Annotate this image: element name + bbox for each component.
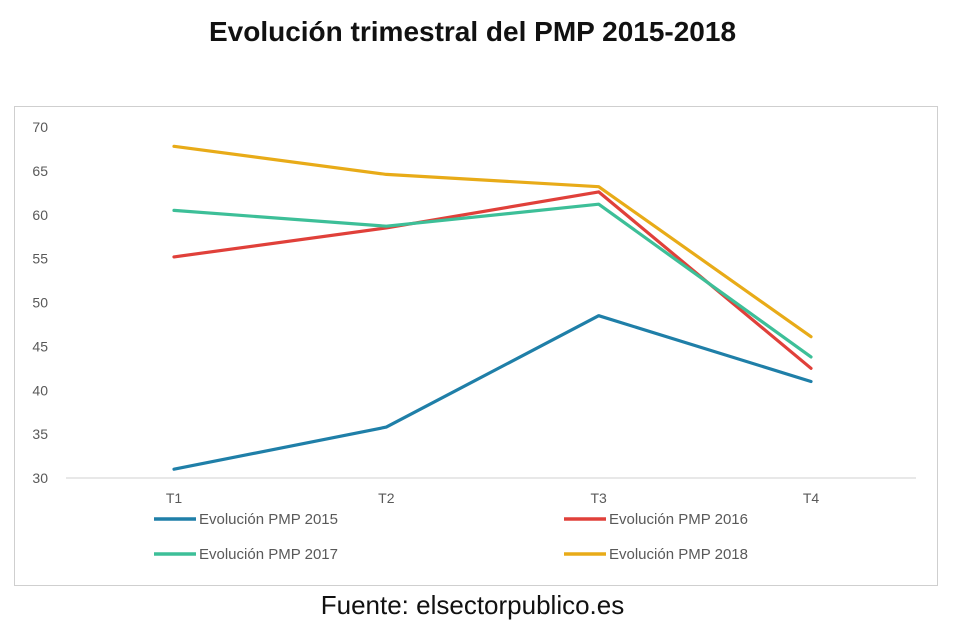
x-tick-label: T4: [803, 490, 820, 506]
chart-title: Evolución trimestral del PMP 2015-2018: [208, 16, 737, 47]
x-tick-label: T1: [166, 490, 183, 506]
x-tick-label: T2: [378, 490, 395, 506]
y-tick-label: 65: [32, 163, 48, 179]
y-tick-label: 70: [32, 119, 48, 135]
y-tick-label: 40: [32, 382, 48, 398]
line-chart: 30 35 40 45 50 55 60 65 70 T1 T2 T3 T4 Evolución PM…: [32, 119, 916, 563]
y-tick-label: 45: [32, 338, 48, 354]
series-lines: [172, 144, 813, 471]
x-tick-label: T3: [590, 490, 607, 506]
series-line-1: [172, 314, 813, 471]
y-tick-label: 35: [32, 426, 48, 442]
y-tick-label: 55: [32, 251, 48, 267]
y-tick-label: 60: [32, 207, 48, 223]
legend-label: Evolución PMP 2016: [609, 511, 748, 528]
y-tick-label: 50: [32, 295, 48, 311]
legend-label: Evolución PMP 2015: [199, 511, 338, 528]
source-note: Fuente: elsectorpublico.es: [320, 590, 625, 620]
y-tick-label: 30: [32, 470, 48, 486]
chart-frame: 30 35 40 45 50 55 60 65 70 T1 T2 T3 T4 Evolución PM…: [14, 106, 938, 586]
x-axis-ticks: T1 T2 T3 T4: [166, 490, 820, 506]
series-line-3: [172, 202, 813, 359]
legend: Evolución PMP 2015 Evolución PMP 2016 Evol…: [154, 511, 748, 563]
legend-label: Evolución PMP 2018: [609, 546, 748, 563]
series-line-4: [172, 144, 813, 339]
y-axis-ticks: 30 35 40 45 50 55 60 65 70: [32, 119, 48, 486]
legend-label: Evolución PMP 2017: [199, 546, 338, 563]
